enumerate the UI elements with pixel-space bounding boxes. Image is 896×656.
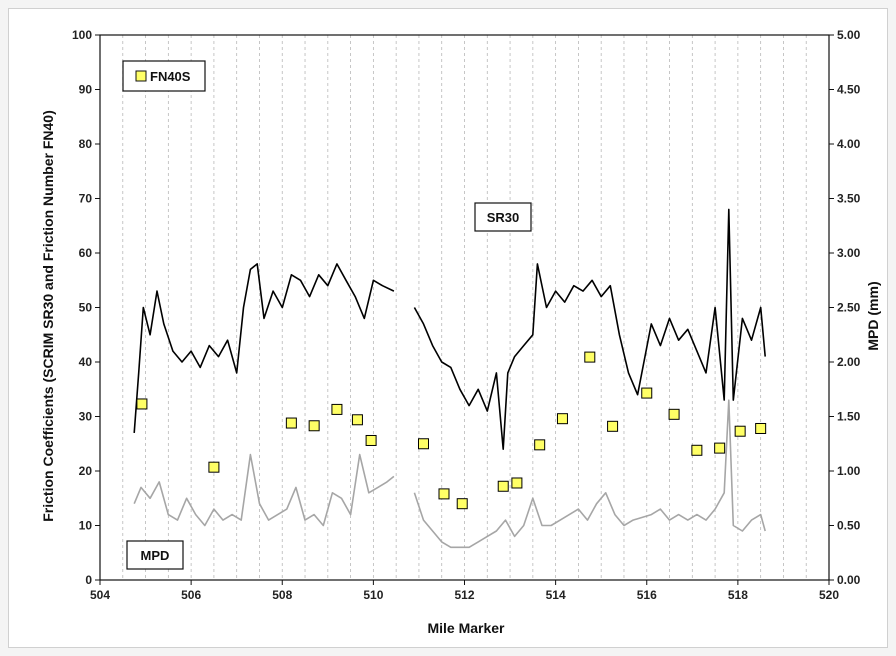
fn40s-point [417,438,429,450]
fn40s-point [511,477,523,489]
y-right-tick-label: 3.00 [837,246,861,260]
mpd-label-box: MPD [126,540,184,570]
chart-frame: 504 506 508 510 512 514 516 518 520 0 10 20 30 40 50 60… [8,8,888,648]
x-axis-title: Mile Marker [427,620,505,636]
y-right-tick-label: 2.00 [837,355,861,369]
fn40s-point [351,414,363,426]
y-right-tick-label: 5.00 [837,28,861,42]
y-left-tick-label: 100 [72,28,92,42]
y-left-tick-label: 0 [85,573,92,587]
fn40s-point [331,403,343,415]
y-right-tick-label: 4.00 [837,137,861,151]
fn40s-point [308,420,320,432]
mpd-line [133,399,766,549]
fn40s-point [714,442,726,454]
sr30-label: SR30 [487,210,520,225]
fn40s-point [584,351,596,363]
y-right-tick-label: 1.00 [837,464,861,478]
x-tick-label: 516 [637,588,657,602]
y-right-tick-label: 0.00 [837,573,861,587]
y-axis-title-right: MPD (mm) [865,281,881,350]
fn40s-point [556,413,568,425]
x-tick-label: 510 [363,588,383,602]
y-axis-title-left: Friction Coefficients (SCRIM SR30 and Fr… [40,110,56,522]
mpd-label: MPD [141,548,170,563]
x-tick-label: 520 [819,588,839,602]
fn40s-point [497,480,509,492]
y-left-tick-label: 80 [79,137,93,151]
sr30-label-box: SR30 [474,202,532,232]
fn40s-point [755,422,767,434]
fn40s-legend-label: FN40S [150,69,191,84]
y-right-tick-label: 0.50 [837,519,861,533]
y-left-tick-label: 90 [79,83,93,97]
fn40s-point [668,408,680,420]
fn40s-legend-marker [135,70,147,82]
fn40s-legend-box: FN40S [122,60,206,92]
fn40s-point [285,417,297,429]
x-tick-label: 518 [728,588,748,602]
fn40s-point [438,488,450,500]
fn40s-point [641,387,653,399]
fn40s-point [456,498,468,510]
x-tick-label: 504 [90,588,110,602]
x-tick-label: 514 [546,588,566,602]
y-right-tick-label: 3.50 [837,192,861,206]
y-right-tick-label: 2.50 [837,301,861,315]
y-left-tick-label: 20 [79,464,93,478]
series-layer [133,208,767,549]
fn40s-point [208,461,220,473]
y-right-tick-label: 4.50 [837,83,861,97]
y-left-tick-label: 10 [79,519,93,533]
fn40s-point [607,420,619,432]
y-left-tick-label: 30 [79,410,93,424]
x-tick-label: 512 [454,588,474,602]
fn40s-point [734,425,746,437]
y-left-tick-label: 40 [79,355,93,369]
tick-layer: 504 506 508 510 512 514 516 518 520 0 10 20 30 40 50 60… [72,28,861,602]
x-tick-label: 506 [181,588,201,602]
y-left-tick-label: 50 [79,301,93,315]
fn40s-point [691,444,703,456]
fn40s-point [365,434,377,446]
sr30-line [133,208,766,450]
y-left-tick-label: 60 [79,246,93,260]
y-left-tick-label: 70 [79,192,93,206]
y-right-tick-label: 1.50 [837,410,861,424]
fn40s-point [136,398,148,410]
x-tick-label: 508 [272,588,292,602]
chart-svg: 504 506 508 510 512 514 516 518 520 0 10 20 30 40 50 60… [40,28,881,636]
fn40s-point [534,439,546,451]
